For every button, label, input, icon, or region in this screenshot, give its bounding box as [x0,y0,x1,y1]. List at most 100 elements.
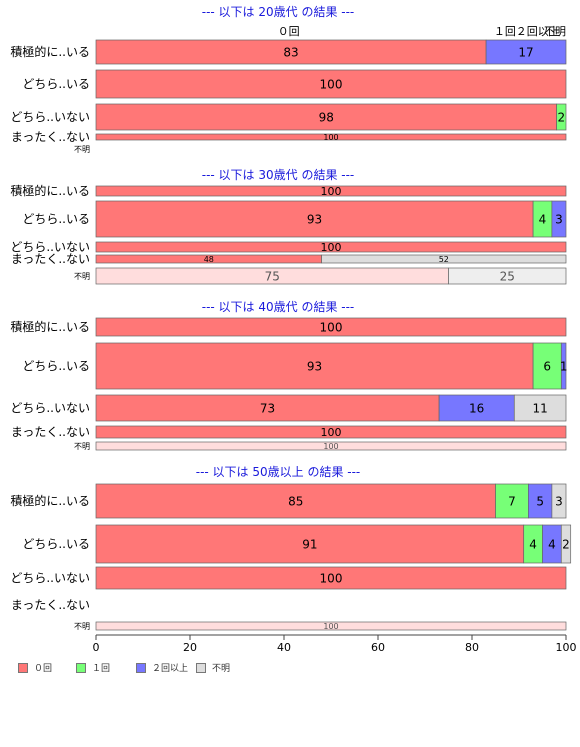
x-tick-label-1: 20 [183,641,197,654]
row-label-2-3: まったく..ない [11,425,90,439]
row-label-3-3: まったく..ない [11,598,90,612]
bar-segment-3-4-0 [95,621,567,631]
legend-swatch-3 [196,662,206,673]
panel-title-0: --- 以下は 20歳代 の結果 --- [202,5,355,19]
bar-label-0-0-0: 83 [283,45,298,59]
bar-label-3-1-1: 4 [529,537,537,551]
row-label-1-1: どちら..いる [22,212,90,226]
bar-label-0-1-0: 100 [320,77,343,91]
row-label-2-4: 不明 [74,442,90,451]
bar-label-3-1-0: 91 [302,537,317,551]
row-label-0-4: 不明 [74,145,90,154]
bar-label-1-4-0: 75 [265,269,280,283]
top-category-label-0: ０回 [278,25,300,38]
bar-segment-2-1-1 [532,342,562,390]
bar-label-0-0-2: 17 [518,45,533,59]
bar-segment-0-0-2 [485,39,567,65]
top-category-label-1: １回 [494,25,516,38]
bar-label-2-1-2: 1 [560,359,568,373]
bar-label-2-2-0: 73 [260,401,275,415]
panel-title-2: --- 以下は 40歳代 の結果 --- [202,300,355,314]
legend-swatch-2 [136,662,146,673]
bar-label-1-1-0: 93 [307,212,322,226]
bar-label-0-2-0: 98 [319,110,334,124]
row-label-1-0: 積極的に..いる [10,183,90,198]
x-tick-label-0: 0 [93,641,100,654]
bar-label-0-2-1: 2 [557,110,565,124]
legend-label-3: 不明 [212,664,231,674]
bar-segment-3-0-3 [551,483,567,519]
row-label-2-1: どちら..いる [22,359,90,373]
bar-segment-2-1-0 [95,342,534,390]
x-tick-label-3: 60 [371,641,385,654]
bar-segment-1-1-0 [95,200,534,238]
top-category-label-3: 不明 [544,25,566,38]
x-tick-label-5: 100 [556,641,577,654]
bar-segment-0-3-0 [95,133,567,141]
top-category-label-2: ２回以上 [516,25,560,38]
bar-segment-3-0-0 [95,483,496,519]
legend-swatch-1 [76,662,86,673]
bar-segment-3-1-3 [560,524,572,564]
bar-label-2-2-3: 11 [533,401,548,415]
panel-title-3: --- 以下は 50歳以上 の結果 --- [196,465,361,479]
legend-item-1: １回 [76,661,110,674]
bar-segment-2-1-2 [560,342,567,390]
bar-label-3-1-2: 4 [548,537,556,551]
bar-label-3-2-0: 100 [320,571,343,585]
bar-label-2-3-0: 100 [321,426,342,439]
bar-segment-3-2-0 [95,566,567,590]
bar-label-1-0-0: 100 [321,185,342,198]
bar-segment-3-0-1 [495,483,529,519]
bar-segment-1-0-0 [95,185,567,197]
x-tick-label-4: 80 [465,641,479,654]
row-label-0-3: まったく..ない [11,130,90,144]
bar-segment-2-2-3 [513,394,567,422]
bar-label-1-1-1: 4 [539,212,547,226]
bar-label-3-0-2: 5 [536,494,544,508]
bar-segment-0-1-0 [95,69,567,99]
bar-label-2-0-0: 100 [320,320,343,334]
bar-label-3-4-0: 100 [323,622,338,631]
bar-segment-1-4-3 [448,267,567,285]
row-label-3-0: 積極的に..いる [10,493,90,508]
legend-swatch-0 [18,662,28,673]
bar-label-0-3-0: 100 [323,133,338,142]
bar-label-1-2-0: 100 [321,241,342,254]
bar-segment-1-3-3 [321,254,567,264]
bar-label-1-1-2: 3 [555,212,563,226]
bar-segment-1-1-2 [551,200,567,238]
row-label-2-0: 積極的に..いる [10,319,90,334]
bar-segment-3-1-0 [95,524,525,564]
legend-label-1: １回 [92,664,111,674]
row-label-3-1: どちら..いる [22,537,90,551]
bar-label-2-1-1: 6 [543,359,551,373]
x-tick-label-2: 40 [277,641,291,654]
bar-segment-2-3-0 [95,425,567,439]
bar-segment-2-2-0 [95,394,440,422]
bar-segment-0-2-1 [556,103,567,131]
bar-label-3-0-1: 7 [508,494,516,508]
legend-label-2: ２回以上 [152,664,189,674]
bar-segment-2-0-0 [95,317,567,337]
bar-label-2-1-0: 93 [307,359,322,373]
bar-segment-2-4-0 [95,441,567,451]
row-label-1-4: 不明 [74,272,90,281]
bar-label-3-1-3: 2 [562,537,570,551]
bar-label-3-0-0: 85 [288,494,303,508]
legend-label-0: ０回 [34,664,53,674]
row-label-0-1: どちら..いる [22,77,90,91]
panel-title-1: --- 以下は 30歳代 の結果 --- [202,168,355,182]
row-label-1-2: どちら..いない [10,240,90,254]
row-label-0-2: どちら..いない [10,110,90,124]
row-label-2-2: どちら..いない [10,401,90,415]
legend-item-3: 不明 [196,661,230,674]
bar-label-3-0-3: 3 [555,494,563,508]
bar-label-2-4-0: 100 [323,442,338,451]
bar-label-1-3-0: 48 [204,255,214,264]
row-label-0-0: 積極的に..いる [10,44,90,59]
row-label-1-3: まったく..ない [11,252,90,266]
row-label-3-4: 不明 [74,622,90,631]
row-label-3-2: どちら..いない [10,571,90,585]
